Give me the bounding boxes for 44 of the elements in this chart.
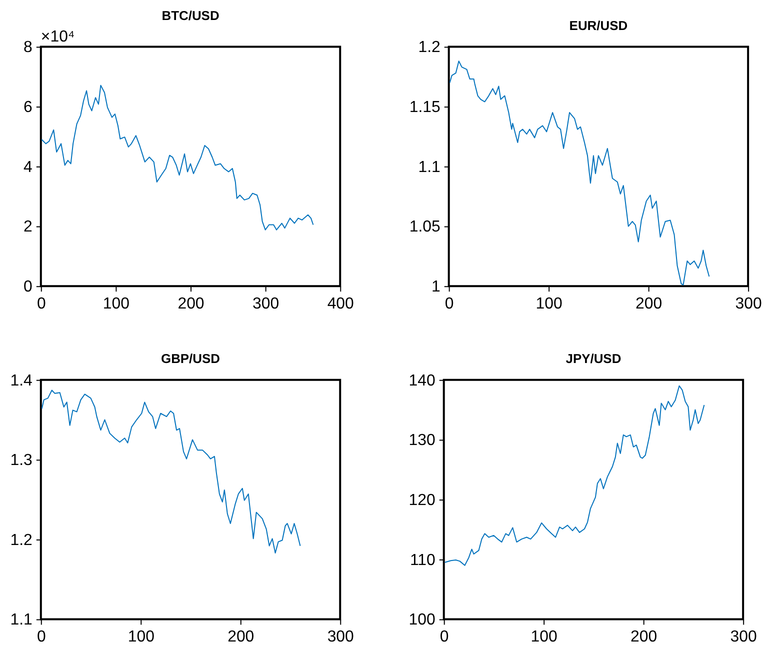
line-series bbox=[444, 385, 705, 566]
x-tick-label: 100 bbox=[128, 628, 155, 646]
y-tick-label: 100 bbox=[408, 612, 436, 629]
chart-title: EUR/USD bbox=[569, 18, 628, 33]
y-tick-label: 120 bbox=[408, 492, 436, 510]
y-tick-label: 2 bbox=[24, 218, 33, 236]
y-tick-label: 0 bbox=[24, 278, 33, 296]
y-tick-label: 1.1 bbox=[10, 612, 33, 629]
x-tick-label: 100 bbox=[102, 296, 130, 313]
x-tick-label: 100 bbox=[536, 296, 563, 313]
y-tick-label: 1.4 bbox=[10, 372, 33, 390]
x-tick-label: 400 bbox=[327, 296, 354, 313]
text: ×10⁴ bbox=[40, 28, 75, 46]
chart-title: BTC/USD bbox=[162, 8, 220, 23]
y-tick-label: 1.2 bbox=[418, 39, 440, 56]
y-tick-label: 1.15 bbox=[409, 99, 440, 116]
x-tick-label: 300 bbox=[735, 296, 762, 313]
y-tick-label: 1.05 bbox=[409, 218, 440, 236]
x-tick-label: 200 bbox=[178, 296, 204, 313]
line-series bbox=[41, 84, 314, 230]
y-tick-label: 110 bbox=[410, 552, 436, 569]
x-tick-label: 100 bbox=[530, 628, 558, 646]
x-tick-label: 200 bbox=[630, 628, 658, 646]
chart-title: JPY/USD bbox=[566, 350, 622, 366]
x-tick-label: 0 bbox=[36, 296, 46, 313]
y-tick-label: 130 bbox=[408, 432, 436, 450]
y-tick-label: 8 bbox=[24, 39, 33, 56]
x-tick-label: 0 bbox=[444, 296, 454, 313]
line-series bbox=[449, 60, 710, 286]
y-tick-label: 1.2 bbox=[10, 532, 33, 549]
y-tick-label: 1.1 bbox=[418, 158, 440, 176]
chart-title: GBP/USD bbox=[160, 350, 220, 366]
x-tick-label: 0 bbox=[36, 628, 46, 646]
x-tick-label: 200 bbox=[636, 296, 662, 313]
x-tick-label: 300 bbox=[730, 628, 758, 646]
y-tick-label: 4 bbox=[24, 158, 33, 176]
x-tick-label: 300 bbox=[327, 628, 354, 646]
y-tick-label: 1 bbox=[431, 278, 440, 296]
x-tick-label: 300 bbox=[252, 296, 280, 313]
y-tick-label: 1.3 bbox=[10, 452, 33, 470]
y-tick-label: 6 bbox=[24, 99, 33, 116]
line-series bbox=[41, 390, 301, 554]
y-tick-label: 140 bbox=[408, 372, 436, 390]
x-tick-label: 200 bbox=[228, 628, 254, 646]
